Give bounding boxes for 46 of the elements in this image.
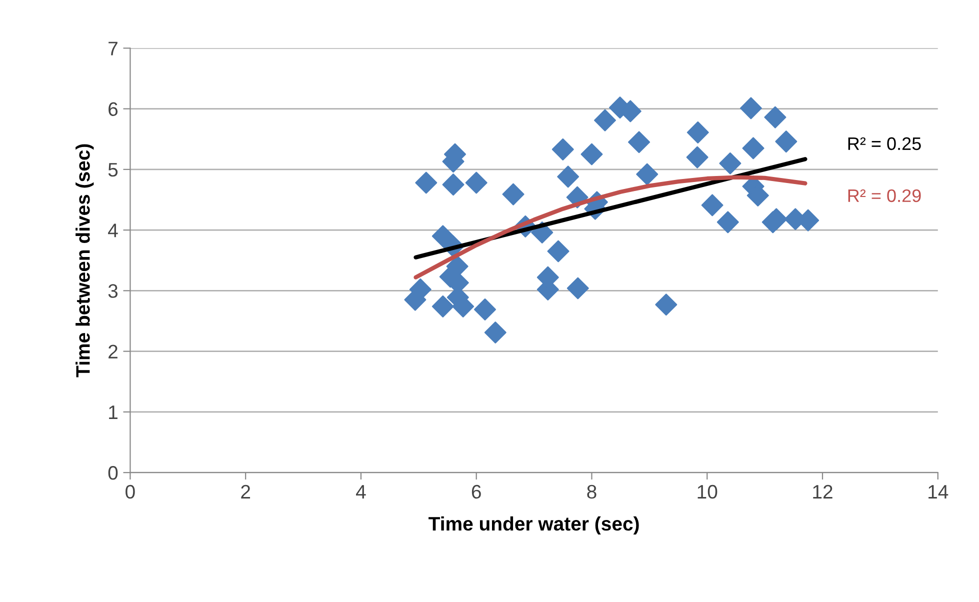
y-tick-label: 3: [108, 284, 118, 298]
point: [484, 322, 506, 344]
point: [432, 225, 454, 248]
point: [415, 172, 438, 194]
y-tick-label: 2: [108, 344, 118, 358]
point: [716, 211, 739, 234]
x-tick-label: 4: [356, 485, 366, 498]
point: [465, 172, 488, 194]
point: [628, 131, 650, 154]
point: [552, 138, 574, 160]
point: [547, 240, 570, 262]
point: [580, 143, 603, 166]
y-tick-label: 5: [108, 163, 118, 177]
point: [775, 130, 798, 153]
x-tick-label: 10: [698, 484, 718, 499]
point: [474, 298, 496, 320]
point: [764, 106, 786, 128]
text: R² = 0.25: [848, 137, 921, 150]
x-tick-label: 2: [241, 484, 250, 498]
point: [655, 294, 678, 316]
point: [557, 166, 580, 188]
y-tick-label: 4: [108, 224, 118, 238]
point: [502, 183, 524, 206]
y-tick-label: 6: [108, 102, 118, 116]
point: [701, 194, 724, 216]
y-tick-label: 1: [109, 406, 118, 419]
point: [566, 277, 589, 300]
point: [740, 97, 762, 120]
point: [594, 109, 616, 132]
y-tick-label: 0: [108, 466, 118, 480]
x-tick-label: 8: [587, 484, 596, 499]
point: [636, 163, 658, 186]
point: [686, 121, 709, 144]
point: [686, 146, 708, 168]
text: R² = 0.29: [848, 189, 921, 202]
x-axis-title: Time under water (sec): [428, 516, 639, 535]
point: [742, 137, 764, 160]
y-axis-title: Time between dives (sec): [76, 144, 94, 378]
point: [442, 174, 464, 196]
x-tick-label: 14: [928, 485, 948, 498]
y-tick-label: 7: [108, 42, 118, 56]
point: [432, 295, 454, 318]
x-tick-label: 6: [472, 484, 481, 499]
x-tick-label: 12: [813, 484, 832, 498]
point: [719, 152, 742, 174]
x-tick-label: 0: [126, 484, 135, 499]
